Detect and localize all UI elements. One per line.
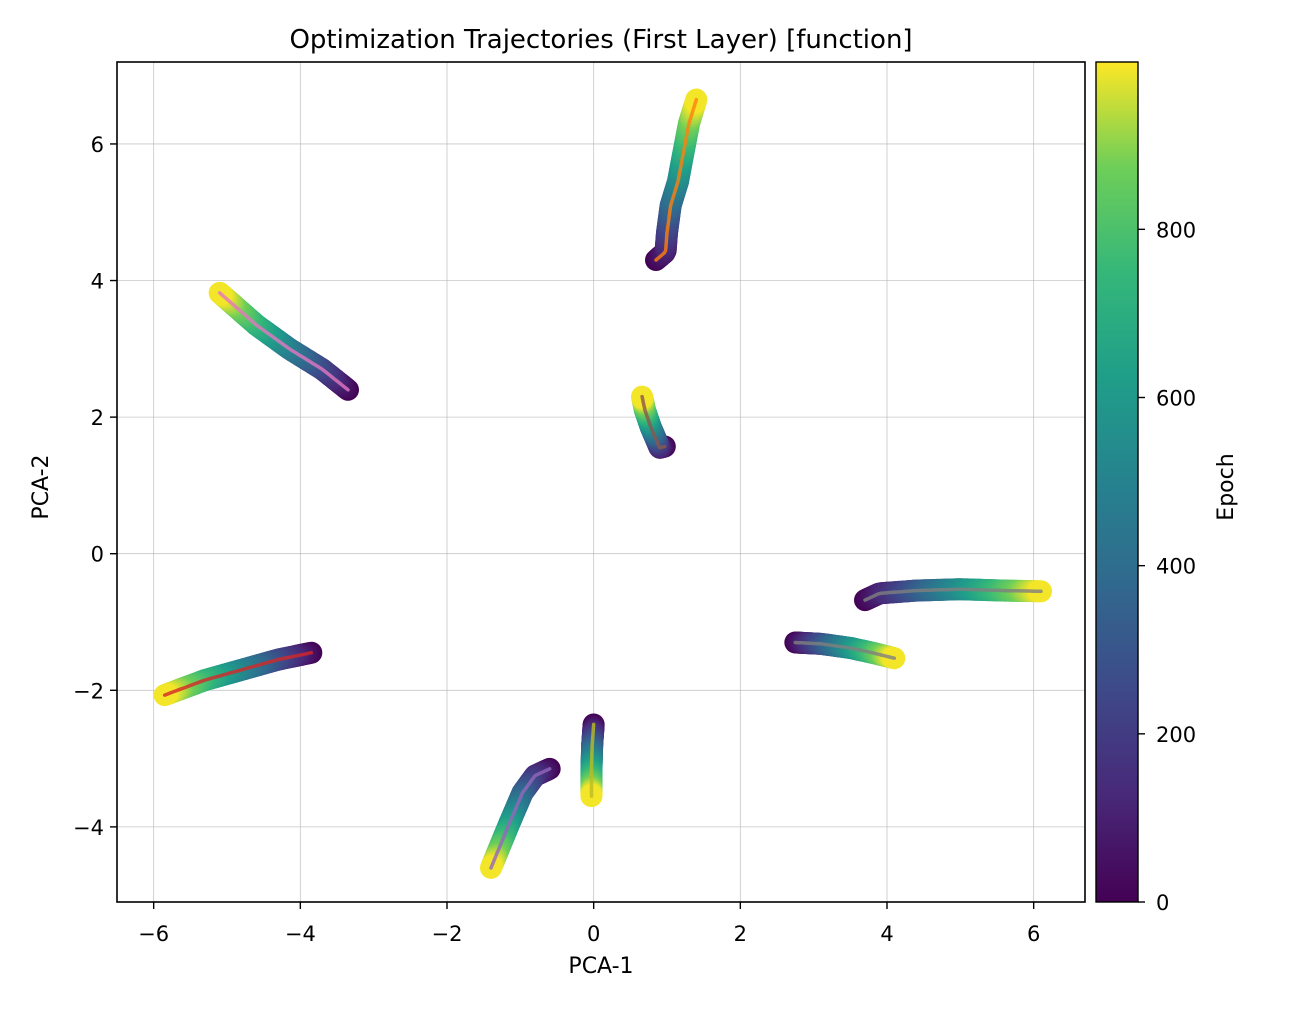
trajectory-2: [220, 293, 348, 390]
y-axis-ticks: −4 −2 0 2 4 6: [73, 133, 117, 840]
y-axis-label: PCA-2: [29, 454, 54, 519]
trajectory-5: [795, 642, 894, 658]
y-tick-label: −4: [73, 816, 104, 840]
trajectory-1: [656, 100, 696, 260]
colorbar-tick-label: 800: [1156, 218, 1196, 242]
x-tick-label: −2: [432, 922, 463, 946]
trajectory-8: [491, 769, 550, 868]
x-tick-label: 2: [734, 922, 747, 946]
y-tick-label: 0: [91, 543, 104, 567]
trajectory-7: [591, 724, 593, 796]
y-tick-label: 6: [91, 133, 104, 157]
colorbar: [1096, 62, 1138, 902]
y-tick-label: 4: [91, 270, 104, 294]
x-tick-label: 0: [587, 922, 600, 946]
x-tick-label: 4: [880, 922, 893, 946]
x-tick-label: −4: [285, 922, 316, 946]
colorbar-tick-label: 400: [1156, 555, 1196, 579]
y-tick-label: −2: [73, 679, 104, 703]
y-tick-label: 2: [91, 406, 104, 430]
colorbar-tick-label: 0: [1156, 891, 1169, 915]
trajectory-6: [165, 653, 312, 695]
colorbar-tick-label: 200: [1156, 723, 1196, 747]
x-tick-label: −6: [138, 922, 169, 946]
colorbar-ticks: 0 200 400 600 800: [1138, 218, 1196, 915]
trajectories: [165, 100, 1041, 868]
x-axis-ticks: −6 −4 −2 0 2 4 6: [138, 902, 1040, 946]
x-tick-label: 6: [1027, 922, 1040, 946]
x-axis-label: PCA-1: [568, 954, 633, 979]
colorbar-label: Epoch: [1214, 453, 1239, 520]
trajectory-3: [642, 397, 665, 448]
trajectory-4: [865, 589, 1041, 600]
colorbar-tick-label: 600: [1156, 386, 1196, 410]
chart-title: Optimization Trajectories (First Layer) …: [289, 25, 912, 55]
